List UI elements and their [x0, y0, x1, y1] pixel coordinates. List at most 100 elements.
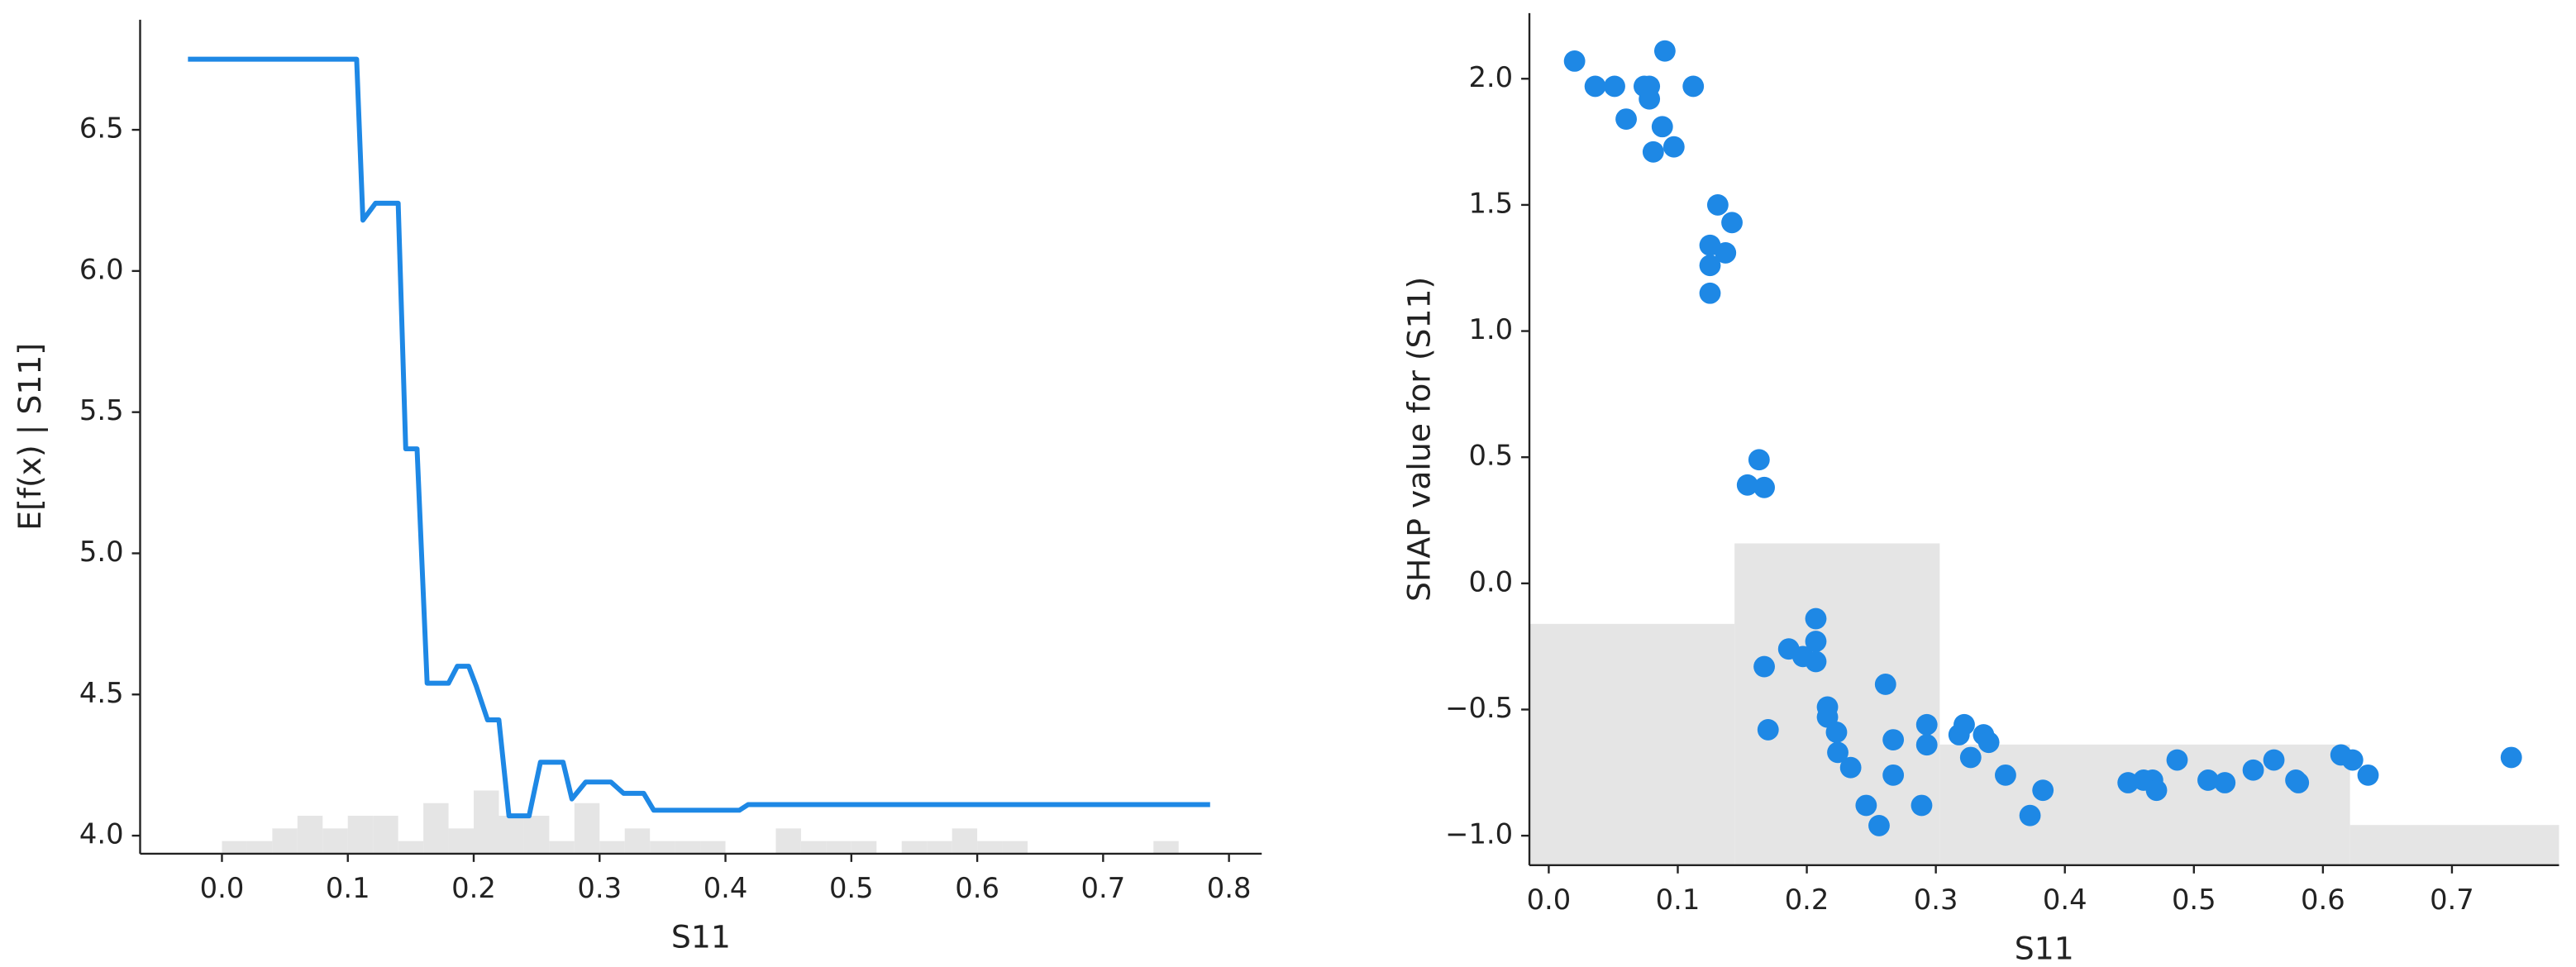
- point: [1662, 136, 1685, 158]
- histogram-bar: [952, 828, 978, 854]
- histogram-bar: [373, 816, 398, 854]
- point: [1977, 731, 2000, 754]
- point: [1855, 794, 1877, 817]
- histogram-bar: [1529, 623, 1735, 865]
- point: [2214, 772, 2236, 793]
- y-tick-label: 6.0: [79, 253, 124, 285]
- x-tick-label: 0.0: [200, 872, 245, 904]
- histogram-bar: [700, 841, 726, 854]
- y-tick-label: 5.0: [79, 536, 124, 568]
- x-tick-label: 0.4: [2043, 884, 2087, 916]
- point: [1882, 764, 1905, 786]
- y-tick-label: 4.0: [79, 818, 124, 850]
- point: [1615, 108, 1637, 131]
- x-tick-label: 0.6: [2301, 884, 2345, 916]
- histogram-bar: [398, 841, 424, 854]
- line: [188, 56, 1210, 819]
- point: [1563, 50, 1586, 72]
- point: [1953, 713, 1975, 736]
- x-tick-label: 0.8: [1207, 872, 1252, 904]
- histogram-bar: [800, 841, 827, 854]
- point: [1995, 764, 2016, 786]
- x-tick-label: 0.4: [704, 872, 748, 904]
- x-axis-label: S11: [671, 919, 731, 955]
- y-axis-label: SHAP value for (S11): [1400, 277, 1437, 602]
- point: [1706, 193, 1729, 216]
- histogram-bar: [901, 841, 928, 854]
- point: [2032, 779, 2054, 802]
- point: [1882, 729, 1905, 751]
- y-tick-label: −0.5: [1445, 692, 1513, 724]
- y-tick-label: 2.0: [1468, 61, 1513, 93]
- histogram-bar: [222, 841, 247, 854]
- point: [1805, 631, 1827, 652]
- point: [1915, 734, 1938, 756]
- x-tick-label: 0.7: [1081, 872, 1126, 904]
- point: [1874, 674, 1896, 695]
- histogram-bar: [624, 828, 651, 854]
- point: [1699, 255, 1721, 277]
- histogram-bar: [523, 816, 550, 854]
- histogram-bar: [927, 841, 952, 854]
- point: [1748, 449, 1770, 471]
- point: [1604, 75, 1625, 98]
- point: [1825, 722, 1848, 743]
- y-tick-label: 6.5: [79, 112, 124, 145]
- point: [1805, 650, 1827, 673]
- y-axis-label: E[f(x) | S11]: [12, 343, 49, 531]
- point: [1721, 212, 1743, 234]
- point: [1653, 40, 1676, 62]
- point: [1584, 75, 1606, 98]
- x-tick-label: 0.1: [1656, 884, 1701, 916]
- histogram-bar: [650, 841, 675, 854]
- point: [2287, 772, 2310, 793]
- x-tick-label: 0.1: [326, 872, 370, 904]
- histogram-bar: [246, 841, 273, 854]
- x-tick-label: 0.3: [1914, 884, 1958, 916]
- histogram-bar: [1153, 841, 1179, 854]
- point: [2166, 749, 2188, 771]
- point: [2341, 749, 2364, 771]
- point: [1753, 476, 1775, 498]
- y-tick-label: 4.5: [79, 677, 124, 709]
- point: [1911, 794, 1933, 817]
- point: [1715, 242, 1737, 264]
- point: [1839, 756, 1862, 779]
- histogram-bar: [549, 841, 575, 854]
- x-tick-label: 0.6: [955, 872, 999, 904]
- point: [1736, 474, 1758, 496]
- histogram-bar: [675, 841, 701, 854]
- x-tick-label: 0.2: [1785, 884, 1829, 916]
- histogram-bar: [272, 828, 298, 854]
- histogram-bar: [977, 841, 1003, 854]
- point: [1757, 718, 1779, 741]
- histogram-bar: [826, 841, 852, 854]
- x-tick-label: 0.2: [451, 872, 496, 904]
- histogram-bar: [474, 790, 499, 854]
- histogram-bar: [851, 841, 877, 854]
- point: [1805, 607, 1827, 630]
- histogram-bar: [2349, 825, 2559, 865]
- point: [2197, 769, 2219, 791]
- histogram-bar: [322, 828, 348, 854]
- histogram-bar: [297, 816, 323, 854]
- histogram-bar: [423, 803, 449, 854]
- point: [1827, 741, 1849, 764]
- point: [1699, 282, 1721, 304]
- y-tick-label: 1.0: [1468, 313, 1513, 345]
- point: [1959, 746, 1982, 769]
- x-tick-label: 0.5: [829, 872, 874, 904]
- point: [1639, 88, 1661, 110]
- histogram-bar: [1002, 841, 1028, 854]
- x-axis-label: S11: [2015, 931, 2074, 967]
- point: [1868, 815, 1890, 836]
- x-tick-label: 0.0: [1527, 884, 1572, 916]
- point: [1651, 116, 1673, 138]
- y-tick-label: −1.0: [1445, 818, 1513, 850]
- histogram-bar: [347, 816, 374, 854]
- point: [2019, 804, 2041, 826]
- point: [2242, 759, 2264, 781]
- point: [1753, 655, 1775, 678]
- point: [1642, 141, 1664, 163]
